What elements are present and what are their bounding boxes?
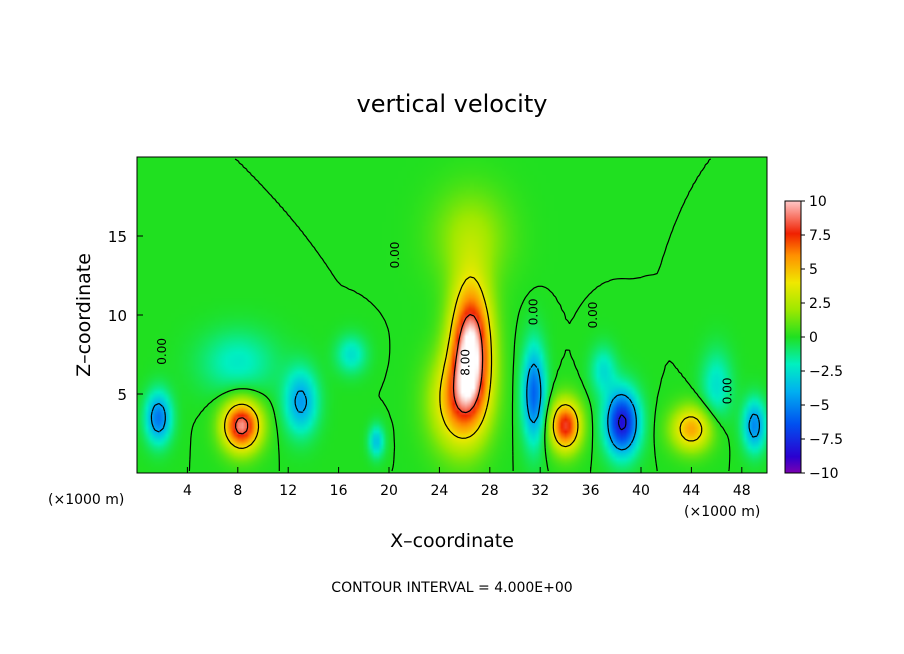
contour-line: [188, 158, 731, 472]
colorbar-gradient: [784, 200, 802, 474]
x-tick-label: 8: [233, 483, 242, 499]
chart-title: vertical velocity: [357, 90, 548, 118]
contour-line: [150, 363, 760, 451]
colorbar-tick-label: 0: [809, 330, 818, 346]
x-axis-ticks: 4 8 12 16 20 24 28 32 36 40 44 48: [183, 467, 751, 499]
x-tick-label: 28: [481, 483, 499, 499]
colorbar-tick-label: 7.5: [809, 228, 831, 244]
x-tick-label: 36: [582, 483, 600, 499]
colorbar-tick-label: −7.5: [809, 432, 843, 448]
contour-label: 8.00: [459, 349, 473, 376]
colorbar-tick-label: 2.5: [809, 296, 831, 312]
y-tick-label: 5: [117, 386, 127, 404]
x-axis-label: X–coordinate: [390, 530, 514, 552]
colorbar-tick-label: 5: [809, 262, 818, 278]
x-tick-label: 48: [733, 483, 751, 499]
y-tick-label: 15: [108, 228, 127, 246]
contour-label: 0.00: [586, 302, 600, 329]
contour-label: 0.00: [388, 242, 402, 269]
x-tick-label: 4: [183, 483, 192, 499]
colorbar-tick-label: −10: [809, 466, 839, 482]
contour-label: 0.00: [155, 338, 169, 365]
x-tick-label: 32: [531, 483, 549, 499]
plot-area: 0.000.008.000.00 0.000.00 4 8 12 16 20 24 28 32 3…: [108, 156, 768, 499]
y-axis-ticks: 5 10 15: [108, 228, 143, 404]
x-tick-label: 12: [279, 483, 297, 499]
contour-lines: [150, 158, 760, 472]
contour-interval-footnote: CONTOUR INTERVAL = 4.000E+00: [331, 580, 572, 596]
colorbar-ticks: 10 7.5 5 2.5 0 −2.5 −5 −7.5 −10: [801, 194, 843, 482]
colorbar: 10 7.5 5 2.5 0 −2.5 −5 −7.5 −10: [784, 194, 843, 482]
x-tick-label: 24: [430, 483, 448, 499]
colorbar-tick-label: −5: [809, 398, 830, 414]
y-axis-label: Z–coordinate: [73, 253, 95, 377]
contour-label: 0.00: [721, 377, 735, 404]
contour-line: [224, 276, 703, 449]
x-tick-label: 16: [330, 483, 348, 499]
contour-line: [617, 414, 627, 431]
colorbar-tick-label: −2.5: [809, 364, 843, 380]
x-unit-left: (×1000 m): [48, 492, 124, 508]
contour-labels: 0.00 0.00 8.00 0.00 0.00 0.00: [155, 242, 735, 405]
x-tick-label: 44: [682, 483, 700, 499]
x-unit-right: (×1000 m): [684, 504, 760, 520]
contour-label: 0.00: [527, 298, 541, 325]
x-tick-label: 40: [632, 483, 650, 499]
contour-line: [235, 313, 484, 435]
y-tick-label: 10: [108, 307, 127, 325]
x-tick-label: 20: [380, 483, 398, 499]
colorbar-tick-label: 10: [809, 194, 827, 210]
velocity-field: [137, 157, 767, 473]
